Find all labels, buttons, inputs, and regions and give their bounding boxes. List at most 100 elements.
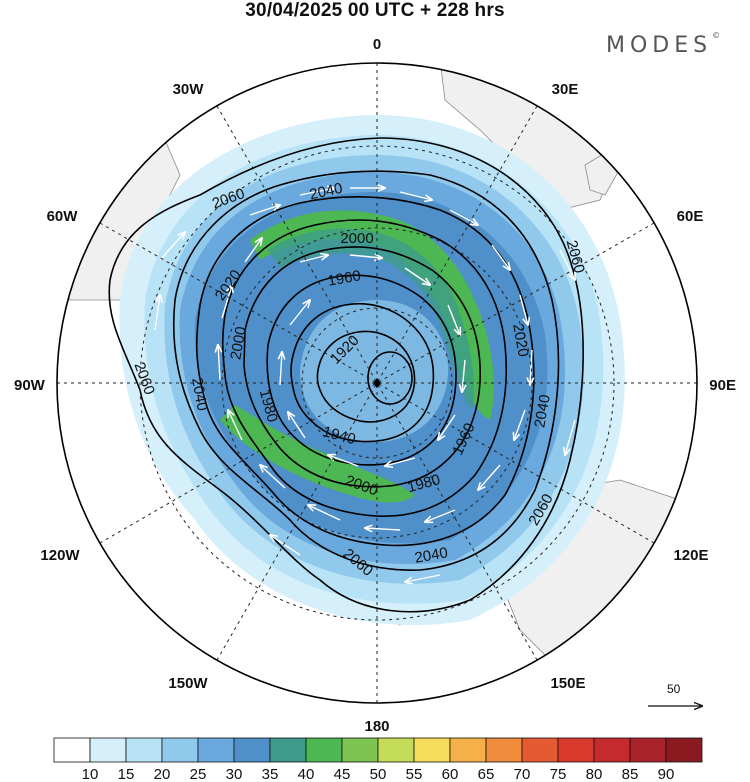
latitude-circle	[221, 227, 533, 539]
colorbar-swatch	[593, 737, 631, 763]
colorbar-swatch	[89, 737, 127, 763]
wind-arrow	[228, 410, 243, 441]
colorbar-swatch	[521, 737, 559, 763]
colorbar-tick-label: 80	[586, 766, 603, 782]
lon-label-90w: 90W	[14, 377, 46, 394]
wind-arrow	[365, 528, 401, 530]
contour-label: 2000	[340, 230, 373, 247]
colorbar-swatch	[53, 737, 91, 763]
lon-label-60w: 60W	[47, 208, 79, 225]
wind-arrow	[280, 352, 282, 386]
shade-jet-green-nw	[250, 210, 494, 420]
lon-label-60e: 60E	[677, 208, 704, 225]
lon-label-90e: 90E	[709, 377, 736, 394]
wind-arrow	[491, 244, 510, 270]
contour-label: 2040	[188, 376, 211, 412]
lon-label-180: 180	[364, 718, 389, 735]
contour-label: 2040	[413, 544, 449, 567]
colorbar-tick-label: 25	[190, 766, 207, 782]
reference-vector-label: 50	[667, 682, 681, 696]
wind-arrow	[385, 457, 416, 466]
colorbar-tick-label: 60	[442, 766, 459, 782]
colorbar-tick-label: 65	[478, 766, 495, 782]
colorbar-tick-label: 45	[334, 766, 351, 782]
wind-arrow	[438, 414, 456, 440]
colorbar-tick-label: 75	[550, 766, 567, 782]
wind-arrow	[399, 191, 432, 200]
wind-arrow	[478, 464, 501, 490]
wind-arrow	[288, 412, 306, 439]
wind-arrow	[462, 359, 465, 392]
lon-label-120w: 120W	[40, 547, 80, 564]
contour-2020	[195, 196, 535, 547]
colorbar-swatch	[557, 737, 595, 763]
contour-2000	[221, 219, 508, 518]
wind-arrow	[559, 249, 575, 280]
colorbar-tick-label: 35	[262, 766, 279, 782]
wind-arrow	[328, 455, 359, 467]
wind-arrow	[260, 465, 286, 489]
contour-label: 2020	[509, 322, 532, 358]
contour-1940	[290, 303, 435, 443]
height-contours	[108, 137, 584, 613]
wind-arrow	[514, 409, 526, 440]
colorbar-swatch	[233, 737, 271, 763]
wind-arrow	[289, 300, 310, 326]
longitude-labels: 0 30E 60E 90E 120E 150E 180 150W 120W 90…	[14, 36, 736, 735]
wind-arrow	[299, 255, 328, 263]
lon-label-30w: 30W	[173, 81, 205, 98]
wind-arrow	[404, 267, 430, 285]
wind-speed-shading	[119, 114, 625, 626]
wind-arrow	[299, 188, 335, 196]
wind-arrow	[405, 574, 441, 582]
contour-label: 2000	[227, 325, 250, 361]
wind-arrow	[565, 419, 576, 455]
brand-mark: ©	[712, 31, 721, 40]
brand-logo: MODES©	[606, 31, 721, 58]
colorbar-swatch	[161, 737, 199, 763]
wind-arrow	[218, 345, 220, 381]
shade-jet-teal	[268, 228, 475, 410]
wind-arrow	[159, 232, 185, 261]
contour-1980	[243, 246, 481, 488]
colorbar-tick-label: 90	[658, 766, 675, 782]
colorbar-tick-label: 10	[82, 766, 99, 782]
wind-arrow	[449, 209, 478, 225]
colorbar-tick-label: 15	[118, 766, 135, 782]
shade-core-light	[300, 300, 449, 443]
wind-arrow	[249, 205, 280, 216]
wind-arrow	[270, 535, 301, 556]
wind-arrow	[447, 304, 460, 335]
lon-label-150e: 150E	[550, 675, 585, 692]
wind-arrow	[349, 255, 382, 258]
pole-marker	[373, 378, 381, 388]
contour-1960	[266, 274, 457, 466]
colorbar-tick-label: 30	[226, 766, 243, 782]
colorbar-swatch	[269, 737, 307, 763]
wind-arrow	[425, 509, 456, 522]
wind-arrow	[519, 294, 528, 325]
wind-arrows	[154, 188, 576, 582]
latitude-circle	[139, 145, 615, 621]
colorbar-swatch	[305, 737, 343, 763]
meridian-60	[99, 222, 655, 544]
meridian-30	[216, 105, 538, 661]
colorbar-swatch	[665, 737, 703, 763]
colorbar-tick-label: 55	[406, 766, 423, 782]
meridians	[57, 63, 697, 703]
contour-label: 2040	[531, 393, 554, 429]
colorbar-swatch	[125, 737, 163, 763]
colorbar-swatch	[629, 737, 667, 763]
brand-name: MODES	[606, 33, 713, 58]
wind-arrow	[244, 238, 262, 263]
colorbar-swatch	[377, 737, 415, 763]
colorbar-swatch	[341, 737, 379, 763]
contour-label: 2040	[308, 180, 344, 204]
contour-2060	[108, 137, 584, 613]
colorbar-tick-label: 20	[154, 766, 171, 782]
wind-arrow	[530, 349, 532, 385]
colorbar: 10 15 20 25 30 35 40 45 50 55 60 65 70 75 80 85 90	[53, 737, 703, 782]
lon-label-0: 0	[373, 36, 381, 53]
lon-label-150w: 150W	[168, 675, 208, 692]
